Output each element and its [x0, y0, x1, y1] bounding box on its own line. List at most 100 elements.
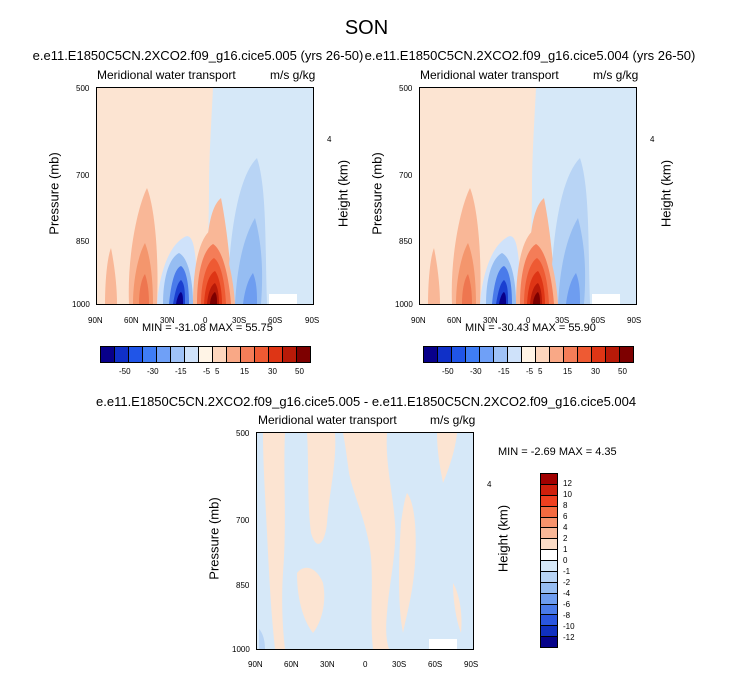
panel3-cbar-label: 8	[563, 501, 568, 510]
panel2-contour	[420, 88, 636, 304]
cbar-swatch	[494, 347, 508, 362]
panel3-ytick-850: 850	[236, 581, 250, 590]
cbar-swatch	[283, 347, 297, 362]
panel3-left-string: Meridional water transport	[258, 413, 397, 427]
panel3-cbar-label: -10	[563, 622, 575, 631]
panel3-cbar-label: -1	[563, 567, 571, 576]
cbar-swatch	[480, 347, 494, 362]
cbar-swatch	[213, 347, 227, 362]
panel2-cbar-label: -5	[526, 367, 534, 376]
panel2-xtick-60s: 60S	[591, 316, 606, 325]
panel3-cbar-label: -4	[563, 589, 571, 598]
panel1-cbar-label: -15	[175, 367, 187, 376]
panel1-ylabel: Pressure (mb)	[46, 152, 62, 235]
cbar-swatch	[541, 517, 557, 529]
cbar-swatch	[101, 347, 115, 362]
cbar-swatch	[541, 571, 557, 583]
panel2-cbar-label: 5	[538, 367, 543, 376]
panel3-cbar-label: -8	[563, 611, 571, 620]
panel2-cbar-label: -15	[498, 367, 510, 376]
panel1-cbar-label: -50	[119, 367, 131, 376]
cbar-swatch	[424, 347, 438, 362]
cbar-swatch	[297, 347, 310, 362]
panel3-cbar-label: 0	[563, 556, 568, 565]
cbar-swatch	[541, 474, 557, 485]
panel2-plot	[419, 87, 637, 305]
cbar-swatch	[541, 637, 557, 647]
cbar-swatch	[466, 347, 480, 362]
panel2-cbar-label: -50	[442, 367, 454, 376]
panel3-cbar-label: -6	[563, 600, 571, 609]
cbar-swatch	[185, 347, 199, 362]
panel2-title: e.e11.E1850C5CN.2XCO2.f09_g16.cice5.004 …	[364, 48, 696, 63]
cbar-swatch	[241, 347, 255, 362]
panel2-yrtick-4: 4	[650, 135, 655, 144]
cbar-swatch	[171, 347, 185, 362]
panel3-cbar-label: 1	[563, 545, 568, 554]
panel1-left-string: Meridional water transport	[97, 68, 236, 82]
panel2-colorbar	[423, 346, 634, 363]
panel2-cbar-label: -30	[470, 367, 482, 376]
cbar-swatch	[592, 347, 606, 362]
panel3-right-string: m/s g/kg	[430, 413, 476, 427]
panel2-ylabel: Pressure (mb)	[369, 152, 385, 235]
panel1-right-string: m/s g/kg	[270, 68, 316, 82]
cbar-swatch	[269, 347, 283, 362]
panel1-title: e.e11.E1850C5CN.2XCO2.f09_g16.cice5.005 …	[32, 48, 364, 63]
panel2-xtick-90s: 90S	[627, 316, 642, 325]
panel3-ylabel-right: Height (km)	[495, 504, 511, 573]
panel3-cbar-label: 12	[563, 479, 572, 488]
panel3-ytick-700: 700	[236, 516, 250, 525]
panel3-ytick-500: 500	[236, 429, 250, 438]
panel3-contour	[257, 433, 473, 649]
cbar-swatch	[541, 484, 557, 496]
cbar-swatch	[541, 582, 557, 594]
cbar-swatch	[541, 539, 557, 551]
cbar-swatch	[541, 528, 557, 540]
panel1-xtick-90s: 90S	[305, 316, 320, 325]
cbar-swatch	[550, 347, 564, 362]
cbar-swatch	[199, 347, 213, 362]
panel3-xtick-60n: 60N	[284, 660, 299, 669]
panel3-cbar-label: 4	[563, 523, 568, 532]
cbar-swatch	[227, 347, 241, 362]
cbar-swatch	[541, 615, 557, 627]
panel1-cbar-label: 15	[240, 367, 249, 376]
panel3-xtick-90n: 90N	[248, 660, 263, 669]
panel3-ytick-1000: 1000	[232, 645, 250, 654]
cbar-swatch	[255, 347, 269, 362]
cbar-swatch	[143, 347, 157, 362]
panel1-cbar-label: -30	[147, 367, 159, 376]
panel1-contour	[97, 88, 313, 304]
panel3-xtick-60s: 60S	[428, 660, 443, 669]
panel1-xtick-30s: 30S	[232, 316, 247, 325]
panel1-colorbar	[100, 346, 311, 363]
panel3-title: e.e11.E1850C5CN.2XCO2.f09_g16.cice5.005 …	[96, 394, 637, 409]
panel2-right-string: m/s g/kg	[593, 68, 639, 82]
panel1-cbar-label: 5	[215, 367, 220, 376]
cbar-swatch	[541, 550, 557, 561]
cbar-swatch	[578, 347, 592, 362]
panel1-xtick-60n: 60N	[124, 316, 139, 325]
panel3-cbar-label: -2	[563, 578, 571, 587]
panel2-ylabel-right: Height (km)	[658, 159, 674, 228]
panel3-stats: MIN = -2.69 MAX = 4.35	[498, 446, 617, 458]
panel1-ytick-850: 850	[76, 237, 90, 246]
panel1-xtick-60s: 60S	[268, 316, 283, 325]
panel2-cbar-label: 15	[563, 367, 572, 376]
panel3-xtick-30n: 30N	[320, 660, 335, 669]
panel1-plot	[96, 87, 314, 305]
panel1-cbar-label: -5	[203, 367, 211, 376]
panel1-ytick-1000: 1000	[72, 300, 90, 309]
panel3-xtick-90s: 90S	[464, 660, 479, 669]
cbar-swatch	[452, 347, 466, 362]
panel2-ytick-850: 850	[399, 237, 413, 246]
cbar-swatch	[620, 347, 633, 362]
panel3-colorbar	[540, 473, 558, 648]
panel3-cbar-label: -12	[563, 633, 575, 642]
panel1-cbar-label: 30	[268, 367, 277, 376]
panel1-xtick-30n: 30N	[160, 316, 175, 325]
cbar-swatch	[129, 347, 143, 362]
cbar-swatch	[541, 593, 557, 605]
panel1-yrtick-4: 4	[327, 135, 332, 144]
